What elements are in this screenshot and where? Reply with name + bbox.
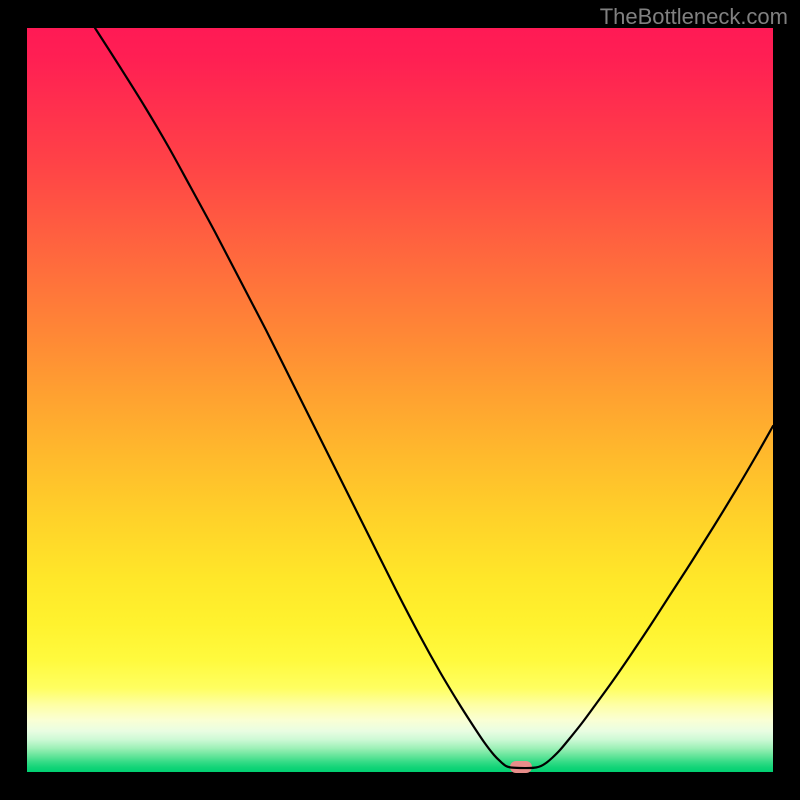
chart-container: TheBottleneck.com (0, 0, 800, 800)
plot-background (27, 28, 773, 772)
bottleneck-chart (0, 0, 800, 800)
watermark-text: TheBottleneck.com (600, 4, 788, 30)
